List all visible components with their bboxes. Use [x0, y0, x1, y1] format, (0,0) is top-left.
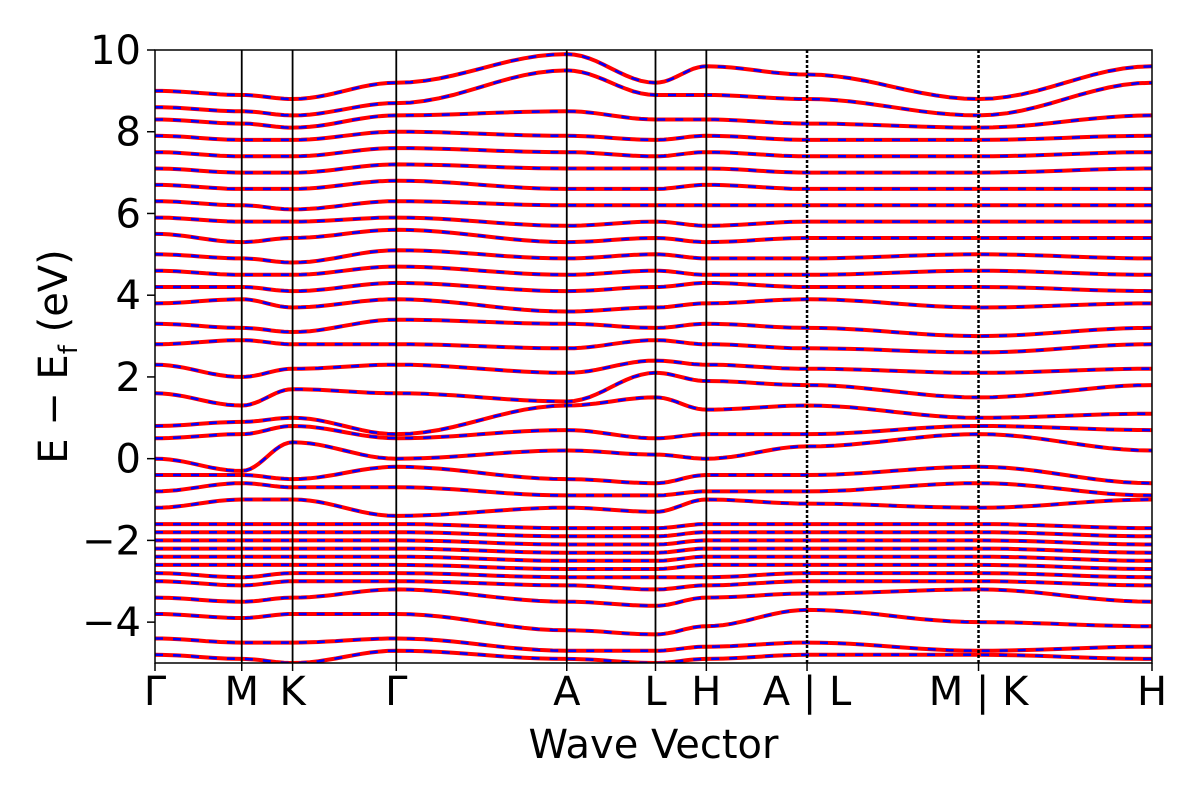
band-line-dashed	[155, 465, 1152, 485]
band-line-dashed	[155, 298, 1152, 313]
band-line-dashed	[155, 530, 1152, 538]
band-line	[155, 395, 1152, 437]
band-line-dashed	[155, 424, 1152, 440]
band-lines	[155, 52, 1152, 663]
x-tick-label: K	[279, 669, 307, 715]
x-tick-label: L	[644, 669, 667, 715]
band-line-dashed	[155, 338, 1152, 354]
y-tick-label: 4	[116, 273, 141, 319]
y-tick-label: 6	[116, 191, 141, 237]
plot-frame	[154, 49, 1153, 664]
x-axis-label: Wave Vector	[529, 722, 780, 768]
band-line	[155, 636, 1152, 653]
band-line-dashed	[155, 52, 1152, 101]
y-tick-label: 0	[116, 437, 141, 483]
band-line-dashed	[155, 281, 1152, 293]
band-line	[155, 227, 1152, 245]
band-line-dashed	[155, 110, 1152, 129]
y-tick-label: 2	[116, 355, 141, 401]
band-line	[155, 432, 1152, 473]
band-line-dashed	[155, 130, 1152, 142]
band-line	[155, 52, 1152, 102]
x-tick-label: M | K	[929, 669, 1030, 715]
high-symmetry-lines	[240, 50, 980, 663]
band-line-dashed	[155, 555, 1152, 563]
band-line	[155, 370, 1152, 408]
band-line-dashed	[155, 248, 1152, 264]
y-axis-label-subscript: f	[54, 344, 84, 354]
y-axis-label-main: E − E	[31, 354, 77, 464]
x-tick-label: H	[1137, 669, 1167, 715]
band-line	[155, 68, 1152, 118]
band-line-dashed	[155, 571, 1152, 579]
band-line-dashed	[155, 228, 1152, 244]
x-tick-label: A | L	[763, 669, 852, 715]
x-tick-label: Γ	[144, 669, 167, 715]
band-line-dashed	[155, 396, 1152, 436]
y-tick-label: 8	[116, 110, 141, 156]
band-line-dashed	[155, 481, 1152, 497]
band-line-dashed	[155, 498, 1152, 518]
band-line-dashed	[155, 547, 1152, 554]
x-tick-label: A	[553, 669, 581, 715]
band-line-dashed	[155, 163, 1152, 174]
band-line-dashed	[155, 608, 1152, 636]
band-line-dashed	[155, 216, 1152, 227]
y-axis: −4 −2 0 2 4 6 8 10	[82, 28, 155, 646]
band-line-dashed	[155, 637, 1152, 652]
x-tick-label: H	[691, 669, 721, 715]
y-axis-label-unit: (eV)	[31, 249, 77, 345]
band-line-dashed	[155, 588, 1152, 608]
band-line	[155, 297, 1152, 314]
band-line-dashed	[155, 265, 1152, 277]
band-line-dashed	[155, 146, 1152, 158]
band-line-dashed	[155, 359, 1152, 379]
y-axis-label: E − Ef (eV)	[31, 249, 84, 464]
y-tick-label: −4	[82, 600, 141, 646]
band-line-dashed	[155, 649, 1152, 663]
band-line	[155, 338, 1152, 355]
y-tick-label: 10	[90, 28, 141, 74]
band-line-dashed	[155, 199, 1152, 211]
band-line-dashed	[155, 563, 1152, 571]
band-line	[155, 317, 1152, 339]
x-tick-label: M	[224, 669, 259, 715]
x-tick-label: Γ	[385, 669, 408, 715]
band-line-dashed	[155, 539, 1152, 546]
y-tick-label: −2	[82, 518, 141, 564]
band-line-dashed	[155, 179, 1152, 191]
band-line-dashed	[155, 69, 1152, 117]
band-line-dashed	[155, 522, 1152, 530]
band-line-dashed	[155, 318, 1152, 338]
band-line	[155, 464, 1152, 486]
band-line-dashed	[155, 371, 1152, 407]
band-line-dashed	[155, 580, 1152, 591]
band-line	[155, 248, 1152, 265]
